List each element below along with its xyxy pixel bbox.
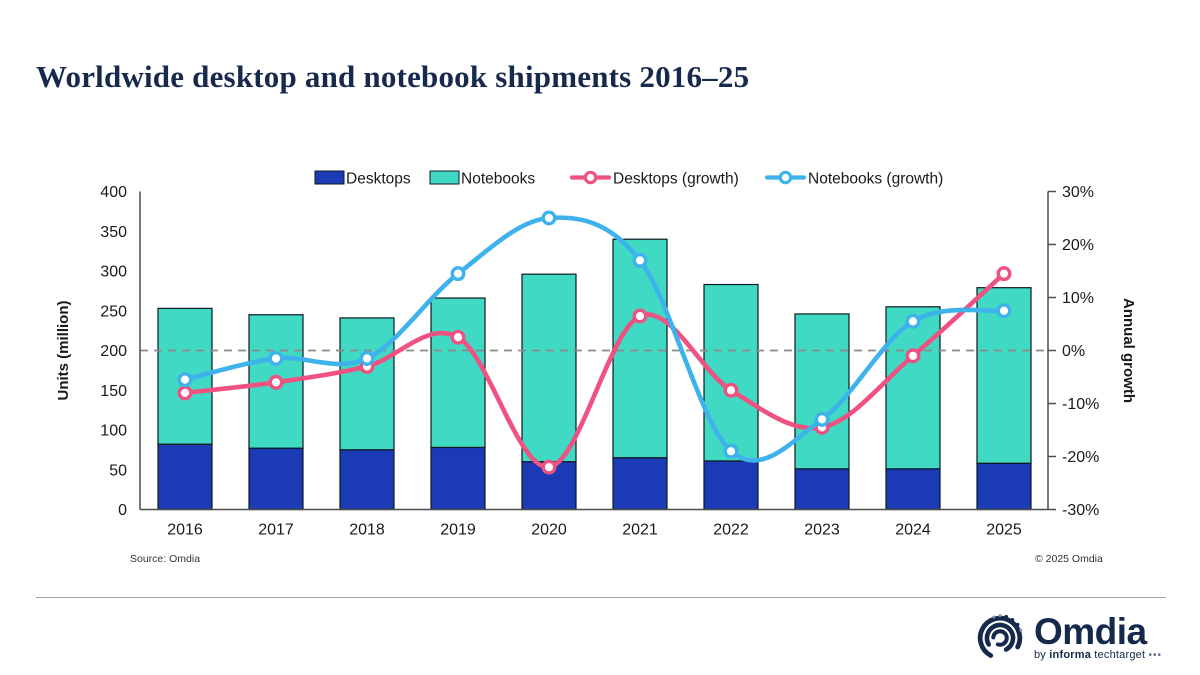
x-label-2017: 2017	[258, 522, 294, 539]
legend-swatch	[314, 170, 345, 185]
x-label-2019: 2019	[440, 522, 476, 539]
right-tick-label: -30%	[1062, 502, 1099, 519]
growth-curve	[182, 215, 1007, 463]
x-label-2024: 2024	[895, 522, 931, 539]
right-tick-label: -20%	[1062, 449, 1099, 466]
right-tick-label: 0%	[1062, 343, 1085, 360]
source-note: Source: Omdia	[130, 553, 201, 565]
marker-2017	[268, 374, 284, 390]
marker-2017	[268, 350, 284, 366]
marker-2024	[905, 313, 921, 329]
left-tick-label: 250	[100, 303, 127, 320]
logo-tagline-dots: •••	[1148, 650, 1162, 661]
footer-divider	[36, 597, 1166, 598]
bar-desktops-2024	[885, 468, 941, 511]
bar-notebooks-2019	[430, 297, 486, 449]
legend-marker	[583, 170, 598, 185]
x-label-2018: 2018	[349, 522, 385, 539]
legend: Desktops Notebooks Desktops (growth) Notebo…	[314, 170, 943, 188]
marker-2021	[632, 252, 648, 268]
marker-2016	[177, 372, 193, 388]
bar-notebooks-2018	[339, 317, 395, 451]
logo-tagline-techtarget: techtarget	[1094, 649, 1146, 661]
x-label-2025: 2025	[986, 522, 1022, 539]
legend-swatch	[429, 170, 460, 185]
omdia-logo: Omdia by informa techtarget •••	[975, 613, 1162, 663]
logo-wordmark: Omdia	[1033, 611, 1147, 652]
left-tick-label: 300	[100, 264, 127, 281]
right-tick-label: 10%	[1062, 290, 1094, 307]
bar-notebooks-2023	[794, 313, 850, 470]
combo-chart: 0 50 100 150 200 250 300 350 400 Units (million) -…	[55, 170, 1137, 539]
marker-2020	[541, 210, 557, 226]
bar-desktops-2016	[157, 443, 213, 511]
bar-desktops-2017	[248, 447, 304, 511]
marker-2019	[450, 329, 466, 345]
bar-desktops-2021	[612, 457, 668, 511]
bar-notebooks-2024	[885, 306, 941, 470]
marker-2016	[177, 385, 193, 401]
growth-line-desktops	[177, 266, 1012, 475]
logo-swirl-icon	[977, 614, 1023, 661]
bar-desktops-2022	[703, 460, 759, 511]
bar-desktops-2023	[794, 468, 850, 511]
marker-2022	[723, 382, 739, 398]
growth-curve	[182, 271, 1007, 470]
marker-2022	[723, 443, 739, 459]
bar-desktops-2019	[430, 446, 486, 511]
marker-2023	[814, 411, 830, 427]
left-axis-title: Units (million)	[55, 301, 72, 401]
copyright-note: © 2025 Omdia	[1035, 553, 1103, 565]
bar-desktops-2025	[976, 462, 1032, 511]
bar-notebooks-2021	[612, 238, 668, 459]
left-tick-label: 0	[118, 502, 127, 519]
growth-line-notebooks	[177, 210, 1012, 463]
marker-2018	[359, 350, 375, 366]
logo-tagline-informa: informa	[1049, 649, 1092, 661]
chart-title: Worldwide desktop and notebook shipments…	[36, 58, 750, 94]
marker-2019	[450, 266, 466, 282]
left-tick-label: 350	[100, 224, 127, 241]
left-tick-label: 400	[100, 184, 127, 201]
marker-2024	[905, 348, 921, 364]
marker-2025	[996, 266, 1012, 282]
logo-text: Omdia by informa techtarget •••	[1033, 611, 1162, 661]
marker-2025	[996, 303, 1012, 319]
legend-label: Notebooks	[461, 171, 535, 188]
left-tick-label: 150	[100, 383, 127, 400]
right-tick-label: 20%	[1062, 237, 1094, 254]
legend-label: Notebooks (growth)	[808, 171, 943, 188]
right-tick-label: 30%	[1062, 184, 1094, 201]
x-label-2022: 2022	[713, 522, 749, 539]
left-tick-label: 200	[100, 343, 127, 360]
bars-group	[157, 238, 1032, 511]
x-label-2021: 2021	[622, 522, 658, 539]
x-label-2023: 2023	[804, 522, 840, 539]
marker-2020	[541, 459, 557, 475]
x-label-2016: 2016	[167, 522, 203, 539]
bar-desktops-2018	[339, 449, 395, 511]
legend-marker	[778, 170, 793, 185]
marker-2021	[632, 308, 648, 324]
logo-tagline: by informa techtarget •••	[1034, 649, 1162, 661]
x-label-2020: 2020	[531, 522, 567, 539]
legend-label: Desktops (growth)	[613, 171, 739, 188]
left-tick-label: 100	[100, 423, 127, 440]
right-axis-title: Annual growth	[1120, 298, 1137, 403]
right-tick-label: -10%	[1062, 396, 1099, 413]
logo-tagline-by: by	[1033, 649, 1047, 661]
legend-label: Desktops	[346, 171, 411, 188]
left-tick-label: 50	[109, 462, 127, 479]
bar-notebooks-2020	[521, 273, 577, 463]
